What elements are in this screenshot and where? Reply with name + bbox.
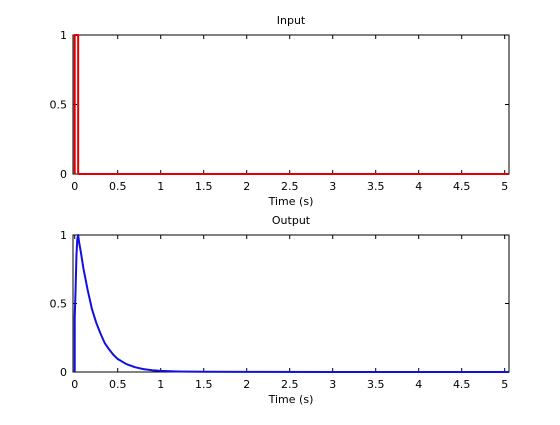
chart-1-x-tick-label: 0.5 — [109, 378, 127, 391]
chart-0-x-tick-label: 2.5 — [281, 180, 299, 193]
chart-1-x-tick-label: 5 — [501, 378, 508, 391]
chart-1-x-tick-label: 2 — [243, 378, 250, 391]
chart-0-x-tick-label: 1 — [157, 180, 164, 193]
chart-1-y-tick-label: 1 — [60, 229, 67, 242]
chart-0-x-tick-label: 3 — [329, 180, 336, 193]
chart-0-x-tick-label: 4.5 — [453, 180, 471, 193]
chart-0-y-tick-label: 0.5 — [50, 99, 68, 112]
chart-0-x-tick-label: 2 — [243, 180, 250, 193]
chart-1-x-tick-label: 1 — [157, 378, 164, 391]
chart-1-x-tick-label: 3.5 — [367, 378, 385, 391]
chart-0-x-tick-label: 4 — [415, 180, 422, 193]
chart-1-x-tick-label: 2.5 — [281, 378, 299, 391]
chart-0-x-tick-label: 1.5 — [195, 180, 213, 193]
chart-1-x-tick-label: 4.5 — [453, 378, 471, 391]
chart-0-x-tick-label: 3.5 — [367, 180, 385, 193]
chart-1-title: Output — [272, 214, 311, 227]
chart-1-x-tick-label: 0 — [71, 378, 78, 391]
chart-0-x-axis-label: Time (s) — [268, 195, 314, 208]
chart-1-y-tick-label: 0.5 — [50, 298, 68, 311]
chart-0-series-line — [73, 34, 509, 175]
chart-1-x-axis-label: Time (s) — [268, 393, 314, 406]
chart-1-series-line — [73, 234, 509, 373]
chart-1-x-tick-label: 1.5 — [195, 378, 213, 391]
chart-0-axes-box — [72, 34, 510, 175]
chart-0-title: Input — [277, 14, 306, 27]
chart-0-y-tick-label: 0 — [60, 168, 67, 181]
chart-0-x-tick-label: 5 — [501, 180, 508, 193]
chart-0-y-tick-label: 1 — [60, 29, 67, 42]
chart-1-y-tick-label: 0 — [60, 366, 67, 379]
chart-1-axes-box — [72, 234, 510, 373]
chart-1-x-tick-label: 3 — [329, 378, 336, 391]
chart-1-x-tick-label: 4 — [415, 378, 422, 391]
chart-0-x-tick-label: 0 — [71, 180, 78, 193]
chart-0-x-tick-label: 0.5 — [109, 180, 127, 193]
